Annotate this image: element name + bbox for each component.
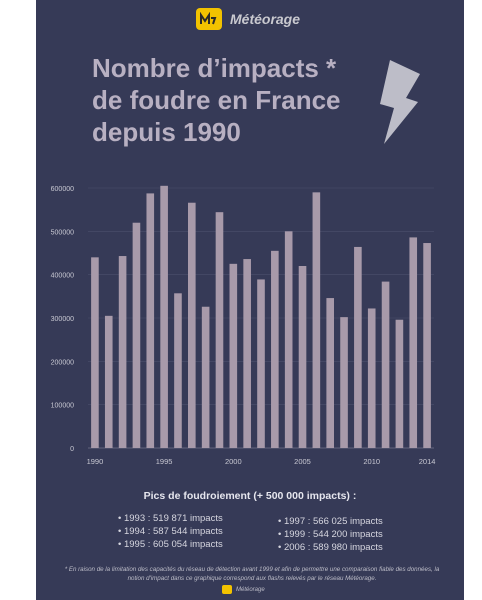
bar-1993 <box>132 222 141 448</box>
bar-2002 <box>257 279 265 448</box>
bar-chart: 0 100000 200000 300000 400000 500000 600000 19… <box>51 185 436 466</box>
peak-item: 1995 : 605 054 impacts <box>118 538 223 551</box>
bar-2010 <box>367 308 376 448</box>
bar-2006 <box>312 192 321 448</box>
x-tick-label: 2014 <box>419 457 436 466</box>
peak-item: 1997 : 566 025 impacts <box>278 515 383 528</box>
poster-background: Météorage Nombre d’impacts * de foudre e… <box>36 0 464 600</box>
peak-item: 2006 : 589 980 impacts <box>278 541 383 554</box>
y-tick-label: 600000 <box>51 186 74 193</box>
title-line: Nombre d’impacts * <box>92 53 337 83</box>
peaks-list-left: 1993 : 519 871 impacts 1994 : 587 544 im… <box>118 512 223 551</box>
y-tick-label: 400000 <box>51 273 74 280</box>
bar-1997 <box>187 202 196 448</box>
title-line: depuis 1990 <box>92 117 241 147</box>
chart-title: Nombre d’impacts * de foudre en France d… <box>92 52 341 148</box>
peak-item: 1999 : 544 200 impacts <box>278 528 383 541</box>
bar-1990 <box>91 257 99 448</box>
x-tick-label: 2005 <box>294 457 311 466</box>
brand-name: Météorage <box>230 11 301 27</box>
bar-2004 <box>284 231 293 448</box>
meteorage-logo-icon <box>196 8 222 30</box>
footer-brand: Météorage <box>222 585 265 594</box>
lightning-bolt-icon <box>376 60 422 149</box>
bar-2013 <box>409 237 418 448</box>
peak-item: 1993 : 519 871 impacts <box>118 512 223 525</box>
bar-2012 <box>395 319 404 448</box>
title-line: de foudre en France <box>92 85 341 115</box>
bar-1995 <box>160 185 168 448</box>
x-tick-label: 2010 <box>363 457 380 466</box>
y-tick-label: 100000 <box>51 403 74 410</box>
x-tick-label: 2000 <box>225 457 242 466</box>
bar-2001 <box>243 259 251 448</box>
meteorage-logo-icon <box>222 585 232 594</box>
bar-2003 <box>271 250 279 448</box>
bar-2007 <box>326 298 335 448</box>
bar-2011 <box>381 281 390 448</box>
peak-item: 1994 : 587 544 impacts <box>118 525 223 538</box>
y-tick-label: 300000 <box>51 316 74 323</box>
footnote: * En raison de la limitation des capacit… <box>64 566 440 582</box>
bar-2014 <box>423 243 431 448</box>
bar-2009 <box>354 246 362 448</box>
bar-1998 <box>201 306 210 448</box>
bar-2000 <box>229 263 238 448</box>
y-tick-label: 0 <box>70 446 74 453</box>
bar-1996 <box>174 293 182 448</box>
bar-2008 <box>340 317 348 448</box>
x-tick-label: 1995 <box>156 457 173 466</box>
bar-1992 <box>118 256 127 448</box>
peaks-list-right: 1997 : 566 025 impacts 1999 : 544 200 im… <box>278 515 383 554</box>
y-tick-label: 500000 <box>51 229 74 236</box>
footer-brand-name: Météorage <box>236 586 265 593</box>
bar-1994 <box>146 193 155 448</box>
y-tick-label: 200000 <box>51 359 74 366</box>
peaks-title: Pics de foudroiement (+ 500 000 impacts)… <box>143 490 357 502</box>
bar-1991 <box>104 315 113 448</box>
brand-header: Météorage <box>196 8 300 30</box>
bar-2005 <box>298 266 307 448</box>
x-tick-label: 1990 <box>87 457 104 466</box>
bar-1999 <box>215 212 224 448</box>
